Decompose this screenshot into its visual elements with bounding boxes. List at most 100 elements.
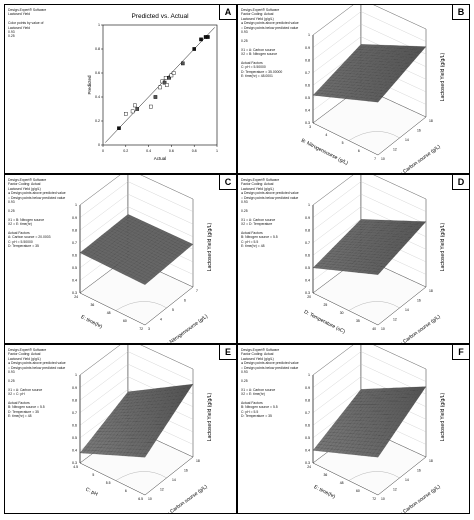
z-axis-label: Lactosed Yield (g/g/L) xyxy=(440,52,446,101)
info-line: Lactosed Yield xyxy=(8,25,31,30)
info-line: D: Temperature = 35 xyxy=(8,244,39,249)
floor-contour xyxy=(348,301,400,311)
panel-letter: E xyxy=(219,345,236,360)
info-line: 0.93 xyxy=(241,370,248,375)
panel-e: E Design-Expert® Software Factor Coding: … xyxy=(4,344,237,514)
panel-letter: B xyxy=(452,5,469,20)
x2-tick-label: 5 xyxy=(342,141,344,145)
x1-tick-label: 6 xyxy=(184,299,186,303)
info-line: X2 = C: pH xyxy=(8,392,25,397)
z-tick-label: 0.3 xyxy=(305,291,310,295)
info-line: 0.25 xyxy=(8,34,15,39)
info-line: Design-Expert® Software xyxy=(8,178,47,182)
x2-tick-label: 30 xyxy=(340,311,344,315)
data-point xyxy=(171,71,176,75)
info-line: B: Nitrogen source = 5.5 xyxy=(8,405,45,410)
z-tick-label: 1 xyxy=(308,33,310,37)
x1-tick-label: 14 xyxy=(405,478,409,482)
x2-tick-label: 4.5 xyxy=(73,465,78,469)
z-gridline xyxy=(79,363,194,401)
z-axis-label: Lactosed Yield (g/g/L) xyxy=(207,222,213,271)
data-point xyxy=(123,111,128,116)
y-axis-label: Predicted xyxy=(87,75,92,95)
surface-plot: 0.3 0.4 0.5 0.6 0.7 0.8 0.9 1 10 12 14 16 18 20 25 30 35… xyxy=(303,175,446,343)
surface-cell xyxy=(420,386,427,391)
panel-c: C Design-Expert® Software Factor Coding: … xyxy=(4,174,237,344)
x-tick-label: 1 xyxy=(216,149,218,153)
z-tick-label: 0.6 xyxy=(72,423,77,427)
info-line: ○ Design points below predicted value xyxy=(8,195,66,200)
data-point xyxy=(192,47,197,51)
z-tick-label: 0.9 xyxy=(305,386,310,390)
info-line: X1 = A: Carbon source xyxy=(241,47,276,52)
x2-tick-label: 36 xyxy=(323,473,327,477)
info-line: 0.93 xyxy=(8,370,15,375)
y-tick-label: 0.4 xyxy=(95,95,100,99)
x1-tick-label: 14 xyxy=(405,308,409,312)
info-line: X1 = A: Carbon source xyxy=(241,217,276,222)
panel-b: B Design-Expert® Software Factor Coding: … xyxy=(237,4,470,174)
z-tick-label: 0.9 xyxy=(305,46,310,50)
data-point xyxy=(130,109,135,114)
z-tick-label: 0.9 xyxy=(72,216,77,220)
z-tick-label: 0.4 xyxy=(72,449,77,453)
info-line: 0.25 xyxy=(241,208,248,213)
data-point xyxy=(169,73,174,78)
panel-letter: A xyxy=(219,5,236,20)
info-line: X2 = B: Nitrogen source xyxy=(241,52,278,57)
info-line: 0.25 xyxy=(241,38,248,43)
z-gridline xyxy=(79,351,194,388)
z-gridline xyxy=(312,345,427,376)
data-point xyxy=(180,61,185,66)
z-tick-label: 0.7 xyxy=(305,71,310,75)
info-line: 0.93 xyxy=(8,30,15,35)
data-point xyxy=(163,75,168,80)
info-line: Lactosed Yield (g/g/L) xyxy=(241,16,274,21)
info-line: Lactosed Yield (g/g/L) xyxy=(241,186,274,191)
info-line: A: Carbon source = 20.0003 xyxy=(8,235,51,240)
x2-tick-label: 5 xyxy=(92,473,94,477)
z-gridline xyxy=(79,181,194,218)
z-tick-label: 0.7 xyxy=(72,411,77,415)
z-gridline xyxy=(312,363,427,401)
x-tick-label: 0.2 xyxy=(123,149,128,153)
x-tick-label: 0.6 xyxy=(169,149,174,153)
x2-tick-label: 4 xyxy=(325,133,327,137)
x1-tick-label: 10 xyxy=(148,497,152,501)
z-tick-label: 0.5 xyxy=(305,266,310,270)
info-line: ○ Design points below predicted value xyxy=(241,25,299,30)
info-line: B: Nitrogen source = 5.5 xyxy=(241,405,278,410)
z-tick-label: 0.8 xyxy=(72,228,77,232)
info-line: D: Temperature = 35 xyxy=(241,414,272,419)
x2-axis-label: E: time(hr) xyxy=(80,314,104,330)
panel-info: Design-Expert® Software Lactosed Yield Co… xyxy=(8,8,46,39)
x1-tick-label: 18 xyxy=(429,459,433,463)
info-line: 0.25 xyxy=(241,378,248,383)
panel-a: A Design-Expert® Software Lactosed Yield … xyxy=(4,4,237,174)
data-point xyxy=(135,107,140,111)
z-gridline xyxy=(312,23,427,61)
z-gridline xyxy=(79,345,194,376)
z-tick-label: 0.7 xyxy=(305,241,310,245)
info-line: X2 = D: Temperature xyxy=(241,222,273,227)
panel-d: D Design-Expert® Software Factor Coding: … xyxy=(237,174,470,344)
info-line: C: pH = 5.50000 xyxy=(241,65,266,70)
x2-tick-label: 3 xyxy=(309,125,311,129)
x2-tick-label: 40 xyxy=(372,327,376,331)
z-axis-label: Lactosed Yield (g/g/L) xyxy=(440,392,446,441)
info-line: E: time(hr) = 48 xyxy=(8,414,32,419)
z-axis-label: Lactosed Yield (g/g/L) xyxy=(440,222,446,271)
z-gridline xyxy=(79,175,194,206)
x2-tick-label: 60 xyxy=(356,489,360,493)
chart-title: Predicted vs. Actual xyxy=(131,13,189,20)
info-line: Factor Coding: Actual xyxy=(241,182,274,187)
z-tick-label: 0.5 xyxy=(305,436,310,440)
y-tick-label: 0 xyxy=(98,143,100,147)
x2-tick-label: 5.5 xyxy=(106,481,111,485)
info-line: Design-Expert® Software xyxy=(241,8,280,12)
info-line: 0.93 xyxy=(241,200,248,205)
plot-frame xyxy=(102,24,218,146)
x2-tick-label: 72 xyxy=(372,497,376,501)
info-line: Actual Factors xyxy=(241,60,263,65)
